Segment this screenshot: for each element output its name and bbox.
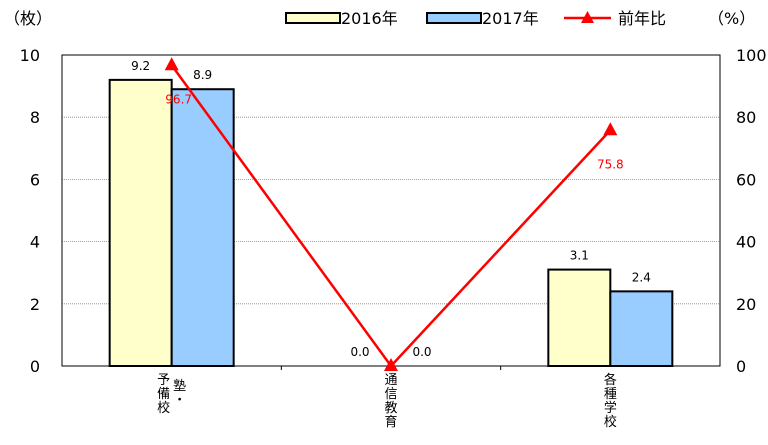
ratio-marker: [384, 358, 398, 371]
category-char: 通: [384, 373, 397, 388]
legend-swatch-2016: [285, 12, 341, 24]
right-tick-label: 40: [736, 233, 756, 252]
category-char: 予: [157, 373, 170, 388]
category-char: 備: [157, 386, 170, 402]
right-tick-label: 0: [736, 357, 746, 376]
bar-data-label: 8.9: [193, 68, 212, 82]
right-tick-label: 60: [736, 170, 756, 189]
left-tick-label: 0: [30, 357, 40, 376]
left-tick-label: 6: [30, 170, 40, 189]
bar: [609, 290, 674, 367]
ratio-data-label: 96.7: [165, 92, 192, 106]
legend-swatch-2017: [426, 12, 482, 24]
bar-data-label: 3.1: [570, 249, 589, 263]
data-labels-group: 9.2 8.9 0.0 0.0 3.1 2.4 96.7 75.8: [131, 59, 651, 359]
ratio-marker: [164, 57, 179, 71]
ratio-marker: [603, 122, 618, 136]
bar: [108, 78, 173, 367]
category-char: 育: [384, 414, 397, 430]
legend-label-2017: 2017年: [482, 9, 539, 28]
ratio-data-label: 75.8: [597, 157, 624, 171]
bar: [547, 268, 612, 367]
bar-data-label: 9.2: [131, 59, 150, 73]
right-tick-label: 80: [736, 108, 756, 127]
category-char: ・: [173, 393, 186, 408]
legend-marker-ratio: [581, 11, 594, 23]
category-char: 信: [384, 387, 397, 402]
category-char: 教: [384, 400, 397, 416]
right-tick-label: 20: [736, 295, 756, 314]
left-axis-unit: （枚）: [4, 9, 52, 28]
bar-data-label: 0.0: [350, 345, 369, 359]
category-char: 各: [604, 372, 617, 388]
category-char: 学: [604, 400, 617, 416]
category-char: 校: [157, 400, 170, 416]
legend-label-ratio: 前年比: [618, 9, 666, 28]
left-tick-label: 2: [30, 295, 40, 314]
category-char: 塾: [173, 378, 186, 394]
bar-data-label: 2.4: [632, 270, 651, 284]
right-axis-unit: （%）: [708, 9, 755, 28]
category-char: 校: [604, 414, 617, 430]
left-axis-ticks: 0 2 4 6 8 10: [20, 46, 40, 376]
left-tick-label: 8: [30, 108, 40, 127]
ratio-line: [170, 64, 612, 368]
legend: 2016年 2017年 前年比: [285, 9, 666, 28]
right-axis-ticks: 0 20 40 60 80 100: [736, 46, 767, 376]
bar-data-label: 0.0: [412, 345, 431, 359]
bars-group: [108, 78, 674, 368]
legend-label-2016: 2016年: [341, 9, 398, 28]
ratio-line-group: [164, 57, 618, 371]
left-tick-label: 4: [30, 233, 40, 252]
bar: [170, 88, 235, 368]
category-char: 種: [604, 386, 617, 402]
left-tick-label: 10: [20, 46, 40, 65]
right-tick-label: 100: [736, 46, 767, 65]
